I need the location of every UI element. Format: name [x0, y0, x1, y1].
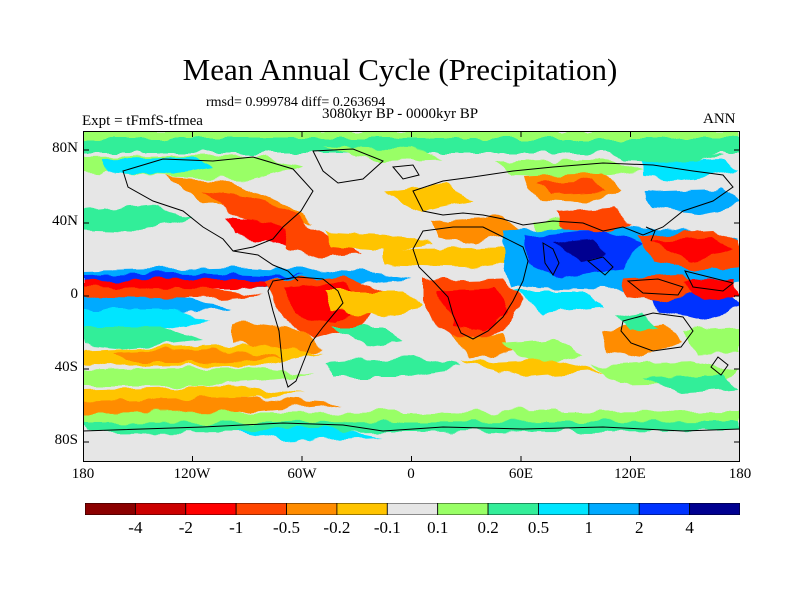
chart-title: Mean Annual Cycle (Precipitation) — [182, 52, 618, 87]
colorbar-label: -2 — [178, 518, 193, 537]
map-ticks — [83, 131, 740, 462]
lon-tick-label: 180 — [728, 466, 752, 482]
precipitation-map — [83, 131, 740, 462]
precipitation-field — [83, 131, 740, 441]
colorbar-label: 0.1 — [427, 518, 449, 537]
colorbar — [85, 503, 740, 515]
coastlines — [83, 148, 740, 432]
colorbar-label: -0.1 — [373, 518, 401, 537]
colorbar-swatch — [638, 503, 691, 515]
colorbar-swatch — [487, 503, 539, 515]
colorbar-swatch — [588, 503, 640, 515]
lat-tick-label: 0 — [70, 286, 79, 302]
colorbar-swatch — [689, 503, 740, 515]
colorbar-label: -4 — [128, 518, 143, 537]
experiment-label: Expt = tFmfS-tfmea — [82, 113, 203, 129]
colorbar-swatch — [85, 503, 136, 515]
colorbar-swatch — [538, 503, 590, 515]
stats-line: rmsd= 0.999784 diff= 0.263694 — [206, 95, 386, 110]
colorbar-label: 2 — [634, 518, 644, 537]
colorbar-swatch — [286, 503, 338, 515]
lon-tick-label: 0 — [407, 466, 415, 482]
lat-tick-label: 40S — [54, 359, 78, 375]
colorbar-label: 0.2 — [477, 518, 499, 537]
colorbar-label: 4 — [685, 518, 694, 537]
lon-tick-label: 180 — [71, 466, 95, 482]
colorbar-swatch — [386, 503, 439, 515]
colorbar-label: 0.5 — [527, 518, 550, 537]
lat-tick-label: 80S — [54, 432, 78, 448]
colorbar-label: -0.5 — [273, 518, 300, 537]
colorbar-swatch — [185, 503, 237, 515]
lat-tick-label: 40N — [52, 213, 78, 229]
lon-tick-label: 60W — [287, 466, 317, 482]
season-label: ANN — [703, 111, 736, 127]
colorbar-swatch — [134, 503, 187, 515]
colorbar-label: -0.2 — [323, 518, 351, 537]
colorbar-swatch — [235, 503, 287, 515]
colorbar-swatch — [437, 503, 489, 515]
lon-tick-label: 120W — [173, 466, 211, 482]
colorbar-label: -1 — [229, 518, 244, 537]
lon-tick-label: 60E — [508, 466, 534, 482]
colorbar-label: 1 — [584, 518, 594, 537]
lat-tick-label: 80N — [52, 140, 78, 156]
lon-tick-label: 120E — [614, 466, 646, 482]
colorbar-swatch — [336, 503, 388, 515]
period-label: 3080kyr BP - 0000kyr BP — [322, 106, 479, 122]
